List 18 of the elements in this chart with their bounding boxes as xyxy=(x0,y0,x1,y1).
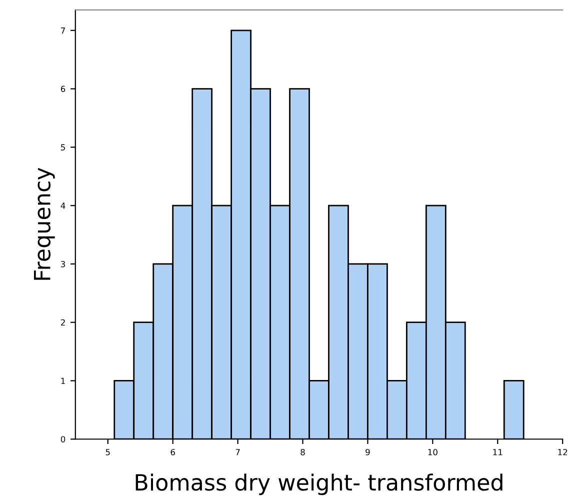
x-tick-label: 12 xyxy=(558,448,568,456)
x-tick-label: 9 xyxy=(366,448,370,456)
x-tick-label: 11 xyxy=(493,449,502,456)
x-tick-label: 7 xyxy=(236,449,240,456)
y-axis-title: Frequency xyxy=(34,168,55,280)
y-tick-label: 2 xyxy=(60,319,65,326)
y-tick-label: 6 xyxy=(60,86,66,92)
x-tick-label: 6 xyxy=(170,448,175,456)
y-tick-label: 1 xyxy=(61,378,65,384)
y-tick-label: 3 xyxy=(61,260,66,268)
y-tick-label: 5 xyxy=(61,144,65,150)
y-tick-label: 4 xyxy=(60,202,66,209)
x-tick-label: 8 xyxy=(300,448,305,456)
y-tick-label: 7 xyxy=(61,28,65,34)
x-tick-label: 10 xyxy=(428,448,438,456)
y-tick-label: 0 xyxy=(60,436,66,442)
x-axis-title: Biomass dry weight- transformed xyxy=(136,474,502,496)
x-tick-label: 5 xyxy=(106,449,110,456)
